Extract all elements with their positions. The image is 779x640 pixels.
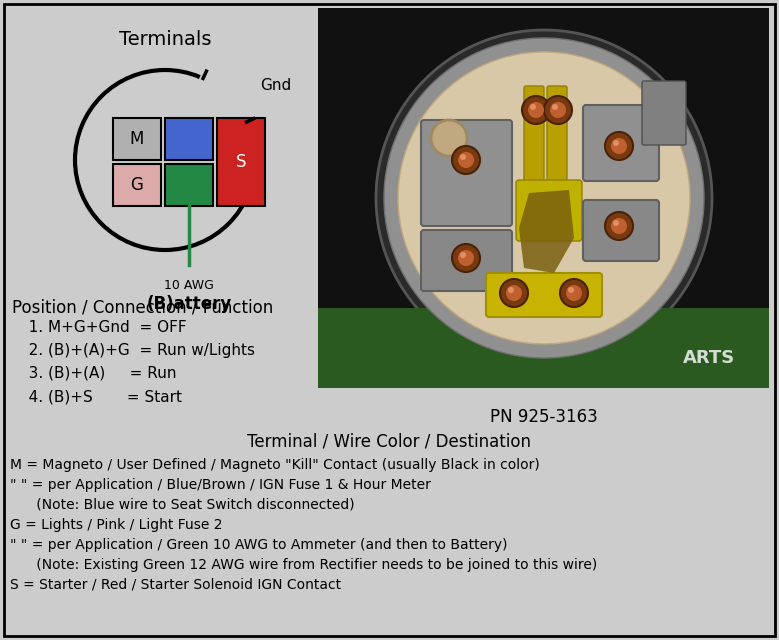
Circle shape — [530, 104, 536, 110]
FancyBboxPatch shape — [516, 180, 582, 241]
Circle shape — [605, 132, 633, 160]
Text: 1. M+G+Gnd  = OFF: 1. M+G+Gnd = OFF — [14, 320, 187, 335]
Circle shape — [613, 140, 619, 146]
Circle shape — [560, 279, 588, 307]
Text: 4. (B)+S       = Start: 4. (B)+S = Start — [14, 389, 182, 404]
Circle shape — [431, 120, 467, 156]
Text: S = Starter / Red / Starter Solenoid IGN Contact: S = Starter / Red / Starter Solenoid IGN… — [10, 578, 341, 592]
Text: Position / Connection / Function: Position / Connection / Function — [12, 298, 273, 316]
Circle shape — [508, 287, 514, 293]
Polygon shape — [376, 30, 712, 366]
Polygon shape — [519, 190, 574, 273]
Circle shape — [452, 244, 480, 272]
Circle shape — [566, 285, 582, 301]
Text: Terminals: Terminals — [118, 30, 211, 49]
Bar — [318, 8, 769, 388]
Polygon shape — [398, 52, 690, 344]
Text: Gnd: Gnd — [260, 77, 291, 93]
Text: 3. (B)+(A)     = Run: 3. (B)+(A) = Run — [14, 366, 177, 381]
Text: 2. (B)+(A)+G  = Run w/Lights: 2. (B)+(A)+G = Run w/Lights — [14, 343, 255, 358]
Bar — [165, 164, 213, 206]
Text: G: G — [131, 176, 143, 194]
Circle shape — [452, 146, 480, 174]
Circle shape — [552, 104, 558, 110]
Text: (B)attery: (B)attery — [146, 295, 231, 313]
FancyBboxPatch shape — [421, 120, 512, 226]
Text: " " = per Application / Blue/Brown / IGN Fuse 1 & Hour Meter: " " = per Application / Blue/Brown / IGN… — [10, 478, 431, 492]
FancyBboxPatch shape — [486, 273, 602, 317]
Circle shape — [611, 218, 627, 234]
FancyBboxPatch shape — [583, 105, 659, 181]
Circle shape — [458, 250, 474, 266]
Circle shape — [544, 96, 572, 124]
Text: ARTS: ARTS — [683, 349, 735, 367]
Bar — [217, 118, 265, 206]
Text: " " = per Application / Green 10 AWG to Ammeter (and then to Battery): " " = per Application / Green 10 AWG to … — [10, 538, 507, 552]
Text: Terminal / Wire Color / Destination: Terminal / Wire Color / Destination — [247, 432, 531, 450]
FancyBboxPatch shape — [547, 86, 567, 195]
Circle shape — [500, 279, 528, 307]
FancyBboxPatch shape — [421, 230, 512, 291]
Text: G = Lights / Pink / Light Fuse 2: G = Lights / Pink / Light Fuse 2 — [10, 518, 223, 532]
Circle shape — [460, 252, 466, 258]
Circle shape — [506, 285, 522, 301]
Circle shape — [568, 287, 574, 293]
FancyBboxPatch shape — [524, 86, 544, 195]
Text: (Note: Existing Green 12 AWG wire from Rectifier needs to be joined to this wire: (Note: Existing Green 12 AWG wire from R… — [10, 558, 597, 572]
Circle shape — [458, 152, 474, 168]
FancyBboxPatch shape — [642, 81, 686, 145]
Circle shape — [550, 102, 566, 118]
FancyBboxPatch shape — [583, 200, 659, 261]
Polygon shape — [384, 38, 704, 358]
Text: 10 AWG: 10 AWG — [164, 279, 214, 292]
Text: S: S — [236, 153, 246, 171]
Bar — [165, 118, 213, 160]
Circle shape — [460, 154, 466, 160]
Circle shape — [605, 212, 633, 240]
Text: M = Magneto / User Defined / Magneto "Kill" Contact (usually Black in color): M = Magneto / User Defined / Magneto "Ki… — [10, 458, 540, 472]
Text: PN 925-3163: PN 925-3163 — [490, 408, 597, 426]
Bar — [113, 164, 161, 206]
Bar — [318, 308, 769, 388]
Bar — [113, 118, 161, 160]
Circle shape — [611, 138, 627, 154]
Text: (Note: Blue wire to Seat Switch disconnected): (Note: Blue wire to Seat Switch disconne… — [10, 498, 354, 512]
Text: M: M — [130, 130, 144, 148]
Circle shape — [613, 220, 619, 226]
Circle shape — [528, 102, 544, 118]
Circle shape — [522, 96, 550, 124]
